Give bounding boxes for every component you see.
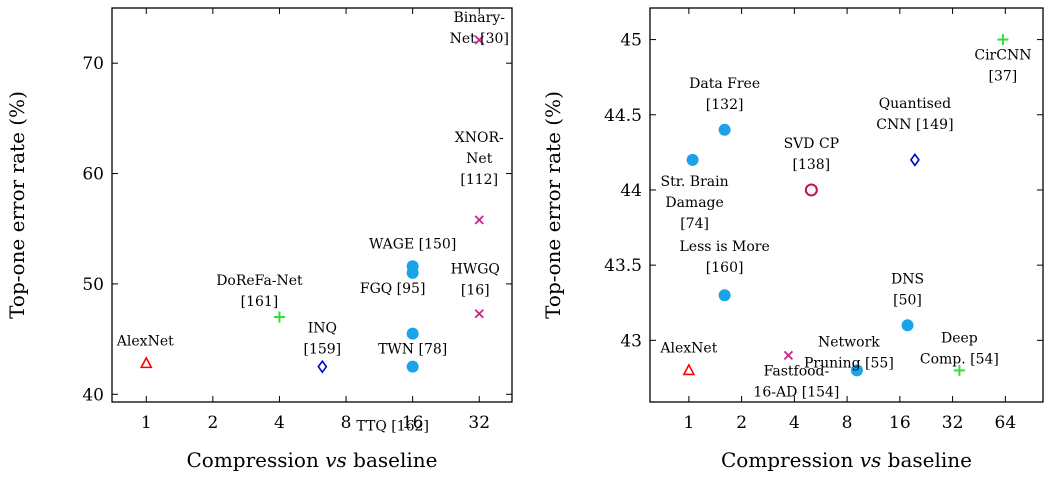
y-axis-title: Top-one error rate (%): [541, 91, 565, 319]
data-point-marker-circle: [406, 360, 419, 373]
data-label: FGQ [95]: [360, 281, 426, 297]
data-label: Network Pruning [55]: [804, 334, 894, 371]
x-axis-title: Compression vs baseline: [721, 448, 972, 472]
x-tick-label: 4: [274, 413, 285, 433]
x-tick-label: 4: [789, 413, 800, 433]
x-tick-label: 16: [889, 413, 911, 433]
chart-panel-2: 1 2 4 8 16 32 64 43 43.5 44 44.5 45 Compression vs b…: [541, 7, 1044, 472]
y-tick-label: 45: [620, 31, 642, 51]
data-point-marker-circle: [901, 319, 914, 332]
y-axis-title: Top-one error rate (%): [5, 91, 29, 319]
data-label: Deep Comp. [54]: [920, 330, 999, 367]
data-label: Less is More [160]: [680, 239, 770, 276]
data-point-marker-cross: [474, 215, 484, 225]
x-tick-label: 1: [141, 413, 152, 433]
x-tick-label: 16: [402, 413, 424, 433]
data-point-marker-diamond: [909, 153, 920, 167]
data-label: CirCNN [37]: [974, 48, 1031, 85]
data-point-marker-circle: [406, 266, 419, 279]
data-point-marker-cross: [474, 35, 484, 45]
data-label: XNOR-Net [112]: [455, 130, 504, 188]
x-tick-label: 2: [736, 413, 747, 433]
y-tick-label: 70: [82, 54, 104, 74]
y-tick-label: 40: [82, 385, 104, 405]
data-point-marker-circle: [850, 364, 863, 377]
x-axis-title: Compression vs baseline: [187, 448, 438, 472]
plot-frame: [111, 7, 513, 403]
x-tick-label: 8: [842, 413, 853, 433]
data-label: AlexNet: [116, 333, 174, 349]
data-label: SVD CP [138]: [784, 136, 840, 173]
data-label: Binary-Net [30]: [450, 10, 509, 47]
data-label: DoReFa-Net [161]: [216, 273, 303, 310]
data-label: Fastfood-16-AD [154]: [753, 363, 839, 400]
data-point-marker-triangle: [682, 363, 696, 376]
x-tick-label: 8: [341, 413, 352, 433]
x-tick-label: 2: [207, 413, 218, 433]
data-point-marker-plus: [953, 364, 965, 376]
y-tick-label: 43.5: [604, 256, 642, 276]
data-label: WAGE [150]: [369, 236, 456, 252]
data-label: Data Free [132]: [689, 76, 760, 113]
y-tick-label: 44: [620, 181, 642, 201]
y-tick-label: 43: [620, 331, 642, 351]
data-point-marker-cross: [474, 309, 484, 319]
data-label: AlexNet: [659, 340, 717, 356]
plot-frame: [649, 7, 1044, 403]
data-label: TWN [78]: [378, 342, 447, 358]
x-tick-label: 32: [468, 413, 490, 433]
data-point-marker-circle: [686, 153, 699, 166]
data-point-marker-cross: [783, 350, 794, 361]
data-label: DNS [50]: [891, 271, 924, 308]
data-point-marker-triangle: [139, 356, 153, 369]
data-label: HWGQ [16]: [451, 262, 500, 299]
data-point-marker-plus: [997, 34, 1009, 46]
data-point-marker-circle: [718, 289, 731, 302]
x-tick-label: 32: [942, 413, 964, 433]
y-tick-label: 44.5: [604, 106, 642, 126]
data-label: Str. Brain Damage [74]: [661, 174, 729, 232]
data-point-marker-plus: [273, 311, 285, 323]
data-point-marker-diamond: [317, 359, 328, 374]
data-label: TTQ [162]: [356, 419, 429, 435]
x-tick-label: 1: [683, 413, 694, 433]
data-point-marker-opencircle: [804, 183, 818, 197]
x-tick-label: 64: [995, 413, 1017, 433]
y-tick-label: 60: [82, 165, 104, 185]
y-tick-label: 50: [82, 275, 104, 295]
chart-panel-1: 1 2 4 8 16 32 40 50 60 70 Compression vs baseline T…: [5, 7, 513, 472]
data-label: Quantised CNN [149]: [876, 96, 953, 133]
data-point-marker-circle: [718, 123, 731, 136]
data-label: INQ [159]: [304, 321, 342, 358]
data-point-marker-circle: [406, 327, 419, 340]
